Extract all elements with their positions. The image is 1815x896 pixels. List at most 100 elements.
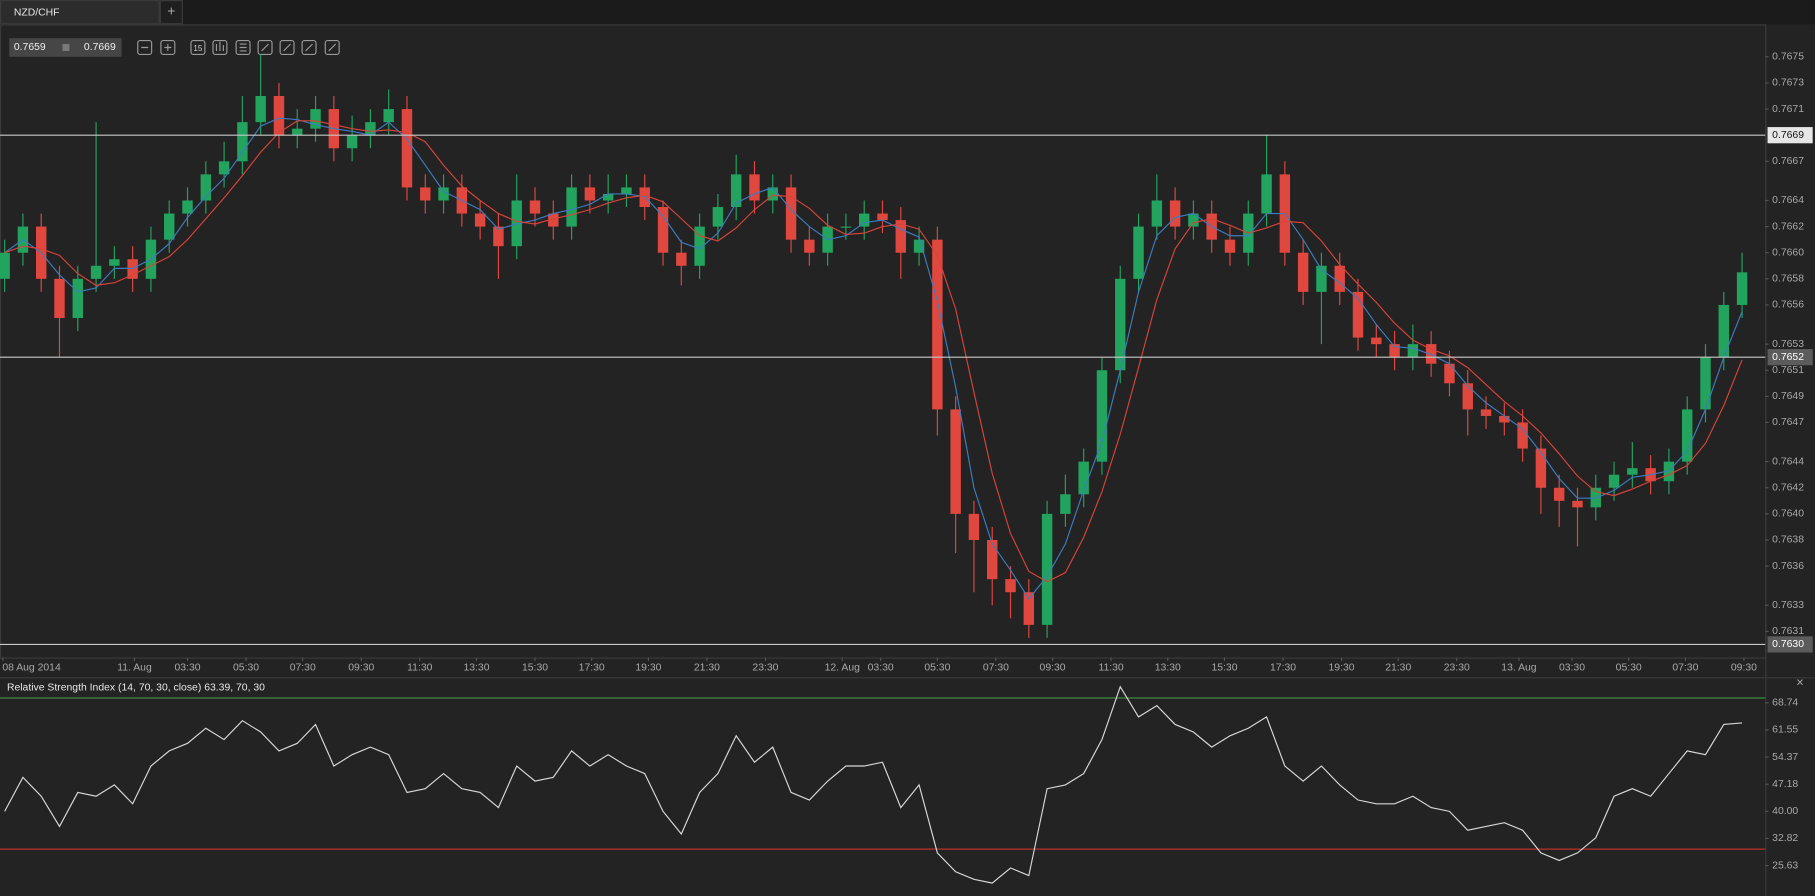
x-tick-label: 11. Aug (117, 663, 152, 674)
y-tick-label: 32.82 (1772, 833, 1798, 844)
horizontal-line-label: 0.7630 (1767, 636, 1813, 653)
candle-body (237, 122, 248, 162)
x-tick-label: 15:30 (522, 663, 548, 674)
x-tick-label: 21:30 (1385, 663, 1411, 674)
x-tick-label: 05:30 (924, 663, 950, 674)
candle-body (1718, 304, 1729, 358)
y-tick-label: 0.7671 (1772, 104, 1804, 115)
candle-body (474, 213, 486, 227)
y-tick-label: 0.7642 (1772, 483, 1804, 494)
x-tick-label: 03:30 (1559, 663, 1585, 674)
y-tick-label: 47.18 (1772, 779, 1798, 790)
candle-body (1627, 468, 1638, 475)
candle-body (1005, 579, 1016, 593)
candle-body (767, 187, 778, 201)
candle-body (493, 226, 504, 247)
candle-body (1608, 474, 1620, 488)
moving-average (4, 117, 1743, 600)
candle-body (182, 200, 193, 214)
candle-body (1316, 265, 1327, 292)
x-tick-label: 09:30 (1040, 663, 1066, 674)
interval-button[interactable] (190, 39, 206, 56)
y-tick-label: 0.7644 (1772, 456, 1804, 467)
candle-body (950, 409, 961, 514)
y-tick-label: 54.37 (1772, 752, 1798, 763)
horizontal-line-label-box (1767, 349, 1813, 366)
horizontal-line-label-box (1767, 636, 1813, 653)
interval-icon-label[interactable]: 15 (193, 44, 203, 53)
y-tick-label: 0.7649 (1772, 391, 1804, 402)
y-tick-label: 0.7656 (1772, 300, 1804, 311)
x-tick-label: 12. Aug (825, 663, 861, 674)
candle-body (1041, 513, 1053, 625)
y-tick-label: 25.63 (1772, 860, 1798, 871)
x-tick-label: 03:30 (868, 663, 894, 674)
candle-body (1425, 344, 1437, 364)
candle-body (72, 278, 83, 319)
y-tick-label: 0.7660 (1772, 247, 1804, 258)
chart-type[interactable] (212, 39, 228, 56)
candle-body (90, 265, 102, 279)
x-tick-label: 09:30 (1731, 663, 1757, 674)
x-tick-label: 17:30 (1270, 663, 1296, 674)
candle-body (1078, 461, 1089, 495)
candle-body (987, 539, 998, 580)
y-tick-label: 0.7647 (1772, 417, 1804, 428)
y-tick-label: 0.7653 (1772, 339, 1804, 350)
symbol-tab[interactable] (0, 0, 160, 25)
candle-body (566, 187, 577, 227)
rsi-line (4, 685, 1743, 884)
candle-body (1297, 252, 1309, 292)
toolbar-glyphs (141, 41, 337, 52)
quote-box: 0.7659 0.7669 (9, 38, 122, 57)
candle-body (1663, 461, 1675, 482)
candle-body (292, 128, 303, 136)
edit[interactable] (301, 39, 317, 56)
y-tick-label: 61.55 (1772, 725, 1798, 736)
symbol-tab-label[interactable]: NZD/CHF (14, 8, 60, 19)
candle-body (602, 193, 614, 201)
new-tab-label[interactable]: + (167, 2, 175, 18)
candle-body (1572, 500, 1583, 508)
candle-body (346, 135, 358, 149)
candle-body (1151, 200, 1163, 227)
candle-body (1133, 226, 1144, 279)
candle-body (1389, 344, 1400, 358)
candle-body (164, 213, 175, 240)
new-tab-button[interactable] (159, 0, 183, 25)
zoom-in[interactable] (160, 39, 176, 56)
moving-average (4, 120, 1743, 583)
candle-body (54, 278, 65, 319)
candle-body (657, 207, 669, 253)
candle-body (968, 513, 980, 540)
pencil[interactable] (324, 39, 340, 56)
ask: 0.7669 (84, 42, 116, 53)
x-tick-label: 05:30 (233, 663, 259, 674)
zoom-out[interactable] (137, 39, 153, 56)
candle-body (785, 187, 797, 240)
horizontal-line-label-box (1767, 127, 1813, 144)
candle-body (1535, 448, 1547, 488)
candle-body (1169, 200, 1181, 227)
tab-bar (0, 0, 1815, 25)
candle-body (584, 187, 596, 201)
candle-body (0, 252, 10, 279)
candle-body (877, 213, 888, 221)
close-indicator[interactable]: × (1796, 674, 1803, 689)
candle-body (1334, 265, 1345, 292)
candle-body (1188, 213, 1199, 227)
toolbar (137, 39, 340, 56)
draw-tool[interactable] (257, 39, 273, 56)
candle-body (127, 259, 138, 279)
x-tick-label: 13:30 (463, 663, 489, 674)
rsi-title: Relative Strength Index (14, 70, 30, clo… (7, 682, 265, 693)
candle-body (273, 96, 285, 136)
candle-body (1096, 370, 1108, 462)
y-tick-label: 0.7675 (1772, 52, 1804, 63)
candle-body (109, 259, 120, 266)
x-tick-label: 07:30 (983, 663, 1009, 674)
candle-body (895, 220, 906, 253)
indicators[interactable] (235, 39, 251, 56)
template[interactable] (279, 39, 295, 56)
